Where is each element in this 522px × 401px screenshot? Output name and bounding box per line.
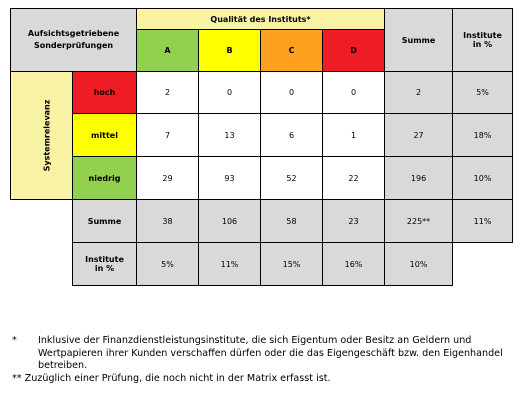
row-header-mittel: mittel — [71, 113, 138, 157]
row-header-niedrig: niedrig — [71, 156, 138, 200]
cell-mittel-pct: 18% — [452, 113, 514, 157]
corner-label-line2: Sonderprüfungen — [33, 41, 114, 50]
cell-pct-b: 11% — [198, 242, 262, 286]
footnote-1-text: Inklusive der Finanzdienstleistungsinsti… — [38, 335, 503, 371]
cell-hoch-a: 2 — [136, 71, 200, 114]
blank-cell — [11, 243, 73, 286]
cell-hoch-sum: 2 — [384, 71, 454, 114]
footnote-2-mark: ** — [12, 372, 22, 384]
row-axis-label: Systemrelevanz — [10, 71, 73, 200]
column-header-d: D — [322, 29, 386, 72]
cell-sum-total: 225** — [384, 199, 454, 243]
cell-sum-pct: 11% — [452, 199, 514, 243]
table-row-sum: Summe 38 106 58 23 225** 11% — [11, 199, 514, 243]
pct-row-label-line2: in % — [94, 264, 115, 273]
table-row-hoch: Systemrelevanz hoch 2 0 0 0 2 5% — [10, 71, 514, 200]
cell-hoch-b: 0 — [198, 71, 262, 114]
pct-header-line1: Institute — [463, 31, 502, 40]
sum-row-header: Summe — [71, 199, 138, 243]
pct-column-header: Institute in % — [452, 8, 514, 72]
cell-mittel-d: 1 — [322, 113, 386, 157]
sum-column-header: Summe — [384, 8, 454, 72]
cell-hoch-pct: 5% — [452, 71, 514, 114]
quality-header: Qualität des Instituts* — [136, 8, 386, 30]
blank-cell — [11, 200, 73, 243]
cell-sum-a: 38 — [136, 199, 200, 243]
footnote-1: * Inklusive der Finanzdienstleistungsins… — [12, 335, 517, 373]
cell-pct-d: 16% — [322, 242, 386, 286]
cell-niedrig-pct: 10% — [452, 156, 514, 200]
cell-mittel-a: 7 — [136, 113, 200, 157]
cell-mittel-sum: 27 — [384, 113, 454, 157]
supervision-matrix-table: Aufsichtsgetriebene Sonderprüfungen Qual… — [9, 8, 514, 286]
blank-cell — [453, 243, 513, 286]
cell-pct-a: 5% — [136, 242, 200, 286]
pct-row-label-line1: Institute — [85, 255, 124, 264]
cell-hoch-d: 0 — [322, 71, 386, 114]
column-header-a: A — [136, 29, 200, 72]
row-axis-label-text: Systemrelevanz — [42, 99, 52, 172]
footnotes: * Inklusive der Finanzdienstleistungsins… — [12, 335, 517, 385]
cell-niedrig-c: 52 — [260, 156, 324, 200]
cell-niedrig-sum: 196 — [384, 156, 454, 200]
cell-niedrig-a: 29 — [136, 156, 200, 200]
cell-sum-b: 106 — [198, 199, 262, 243]
pct-row-header: Institute in % — [71, 242, 138, 286]
corner-label-line1: Aufsichtsgetriebene — [27, 29, 120, 38]
footnote-1-mark: * — [12, 335, 17, 346]
cell-pct-c: 15% — [260, 242, 324, 286]
cell-hoch-c: 0 — [260, 71, 324, 114]
cell-niedrig-d: 22 — [322, 156, 386, 200]
cell-mittel-c: 6 — [260, 113, 324, 157]
footnote-2-text: Zuzüglich einer Prüfung, die noch nicht … — [24, 372, 331, 384]
cell-mittel-b: 13 — [198, 113, 262, 157]
cell-sum-d: 23 — [322, 199, 386, 243]
column-header-b: B — [198, 29, 262, 72]
column-header-c: C — [260, 29, 324, 72]
row-header-hoch: hoch — [71, 71, 138, 114]
pct-header-line2: in % — [472, 40, 493, 49]
cell-niedrig-b: 93 — [198, 156, 262, 200]
footnote-2: ** Zuzüglich einer Prüfung, die noch nic… — [12, 373, 517, 386]
corner-label: Aufsichtsgetriebene Sonderprüfungen — [9, 8, 138, 72]
table-row-pct: Institute in % 5% 11% 15% 16% 10% — [11, 242, 513, 286]
cell-sum-c: 58 — [260, 199, 324, 243]
table-row-mittel: mittel 7 13 6 1 27 18% — [11, 113, 514, 157]
cell-pct-total: 10% — [384, 242, 454, 286]
table-row-niedrig: niedrig 29 93 52 22 196 10% — [11, 156, 514, 200]
